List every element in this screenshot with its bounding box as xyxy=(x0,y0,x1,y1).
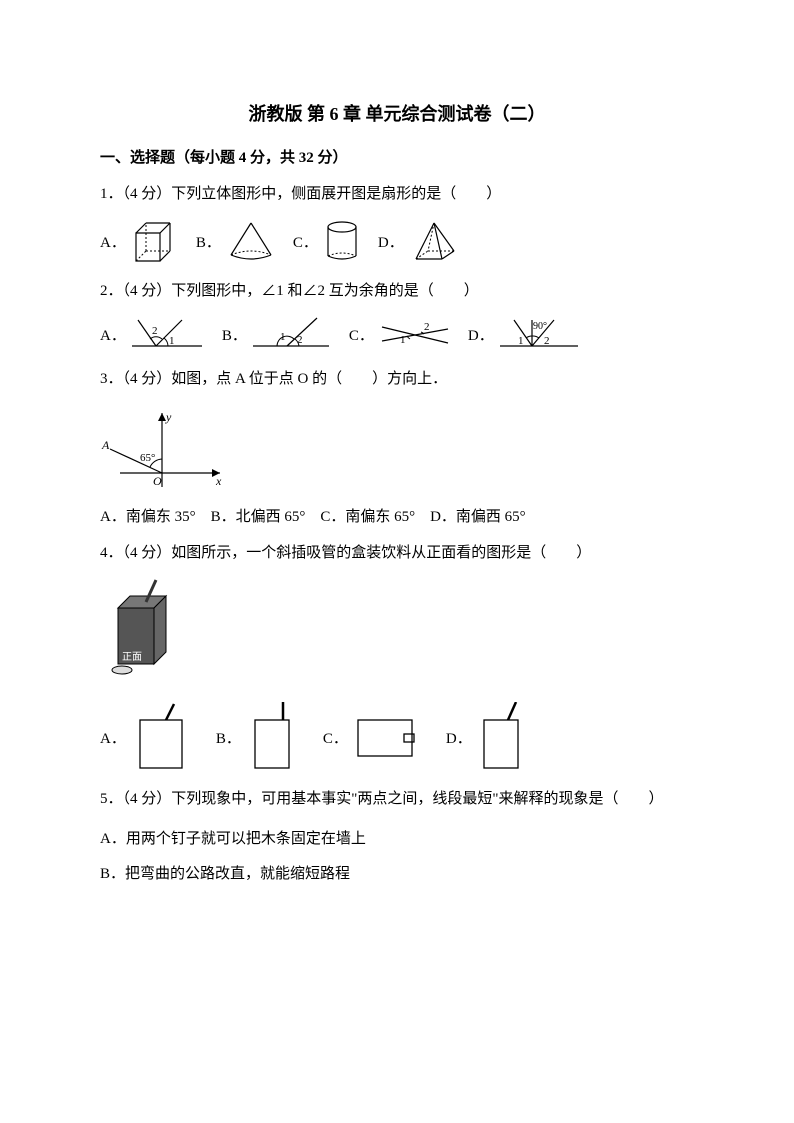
svg-text:x: x xyxy=(215,474,222,488)
pyramid-icon xyxy=(410,221,458,263)
svg-text:正面: 正面 xyxy=(122,652,142,663)
juice-box-icon: 正面 xyxy=(100,578,190,688)
q4-opt-b: B． xyxy=(216,702,297,772)
q5-text: 5．（4 分）下列现象中，可用基本事实"两点之间，线段最短"来解释的现象是（ ） xyxy=(100,787,694,813)
q4-box-figure: 正面 xyxy=(100,578,694,688)
q1-opt-b: B． xyxy=(196,221,275,263)
q4-text: 4．（4 分）如图所示，一个斜插吸管的盒装饮料从正面看的图形是（ ） xyxy=(100,541,694,567)
svg-text:90°: 90° xyxy=(533,321,547,332)
opt-label: D． xyxy=(446,727,472,748)
svg-text:2: 2 xyxy=(152,325,158,337)
q4-opt-d: D． xyxy=(446,702,528,772)
view-b-icon xyxy=(247,702,297,772)
opt-label: A． xyxy=(100,324,126,345)
view-d-icon xyxy=(478,702,528,772)
view-a-icon xyxy=(132,702,190,772)
q1-opt-c: C． xyxy=(293,220,360,264)
opt-label: B． xyxy=(196,231,221,252)
angle-c-icon: 1 2 xyxy=(380,317,450,351)
angle-a-icon: 2 1 xyxy=(132,316,204,352)
opt-label: A． xyxy=(100,231,126,252)
svg-text:1: 1 xyxy=(169,335,175,347)
q3-figure: y x O A 65° xyxy=(100,405,694,495)
coordinate-icon: y x O A 65° xyxy=(100,405,230,495)
opt-label: C． xyxy=(323,727,348,748)
q3-options: A．南偏东 35° B．北偏西 65° C．南偏东 65° D．南偏西 65° xyxy=(100,505,694,526)
view-c-icon xyxy=(354,712,420,762)
q1-opt-d: D． xyxy=(378,221,458,263)
svg-text:2: 2 xyxy=(297,334,303,346)
opt-label: D． xyxy=(468,324,494,345)
svg-text:1: 1 xyxy=(518,335,524,347)
q4-opt-a: A． xyxy=(100,702,190,772)
opt-label: C． xyxy=(349,324,374,345)
q4-options: A． B． C． D． xyxy=(100,702,694,772)
q2-text: 2．（4 分）下列图形中，∠1 和∠2 互为余角的是（ ） xyxy=(100,279,694,305)
svg-text:2: 2 xyxy=(544,335,550,347)
q2-opt-d: D． 90° 1 2 xyxy=(468,316,580,352)
q4-opt-c: C． xyxy=(323,712,420,762)
opt-label: B． xyxy=(216,727,241,748)
q3-text: 3．（4 分）如图，点 A 位于点 O 的（ ）方向上． xyxy=(100,367,694,393)
svg-text:2: 2 xyxy=(424,321,430,333)
cylinder-icon xyxy=(324,220,360,264)
opt-label: B． xyxy=(222,324,247,345)
angle-b-icon: 1 2 xyxy=(253,316,331,352)
angle-d-icon: 90° 1 2 xyxy=(500,316,580,352)
opt-label: D． xyxy=(378,231,404,252)
q1-text: 1．（4 分）下列立体图形中，侧面展开图是扇形的是（ ） xyxy=(100,182,694,208)
page-title: 浙教版 第 6 章 单元综合测试卷（二） xyxy=(100,100,694,126)
q2-opt-c: C． 1 2 xyxy=(349,317,450,351)
section-header: 一、选择题（每小题 4 分，共 32 分） xyxy=(100,146,694,167)
svg-text:O: O xyxy=(153,474,162,488)
q2-options: A． 2 1 B． 1 2 C． xyxy=(100,316,694,352)
q1-opt-a: A． xyxy=(100,221,178,263)
q2-opt-a: A． 2 1 xyxy=(100,316,204,352)
page: 浙教版 第 6 章 单元综合测试卷（二） 一、选择题（每小题 4 分，共 32 … xyxy=(0,0,794,883)
svg-text:1: 1 xyxy=(400,334,406,346)
cuboid-icon xyxy=(132,221,178,263)
svg-text:1: 1 xyxy=(280,331,286,343)
q2-opt-b: B． 1 2 xyxy=(222,316,331,352)
cone-icon xyxy=(227,221,275,263)
opt-label: A． xyxy=(100,727,126,748)
q5-opt-b: B．把弯曲的公路改直，就能缩短路程 xyxy=(100,862,694,883)
svg-text:65°: 65° xyxy=(140,452,155,464)
svg-text:y: y xyxy=(165,410,172,424)
q5-opt-a: A．用两个钉子就可以把木条固定在墙上 xyxy=(100,827,694,848)
q1-options: A． B． C． xyxy=(100,220,694,264)
opt-label: C． xyxy=(293,231,318,252)
svg-text:A: A xyxy=(101,438,110,452)
